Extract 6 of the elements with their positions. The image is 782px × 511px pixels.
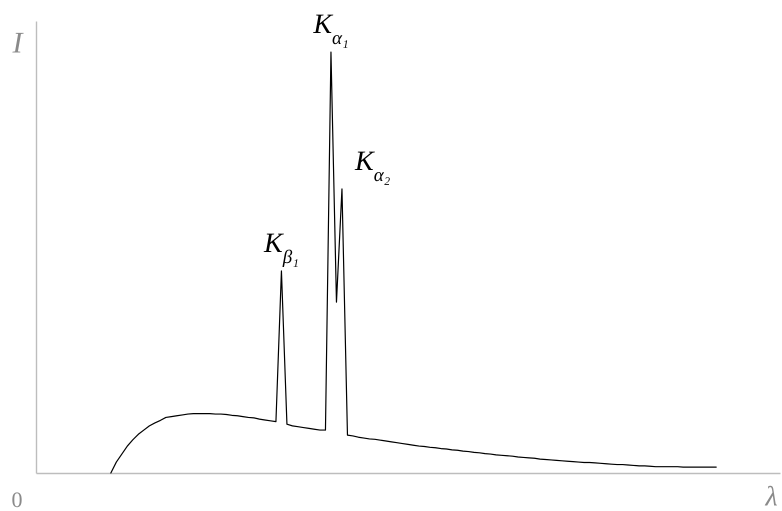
annotation: K$_{α₁}$ <box>312 9 349 49</box>
annotation: K$_{β₁}$ <box>263 228 299 268</box>
x-axis-title: λ <box>764 482 778 511</box>
text: 0 <box>12 487 22 511</box>
y-axis-title: I <box>12 26 24 60</box>
annotation: K$_{α₂}$ <box>354 146 391 186</box>
